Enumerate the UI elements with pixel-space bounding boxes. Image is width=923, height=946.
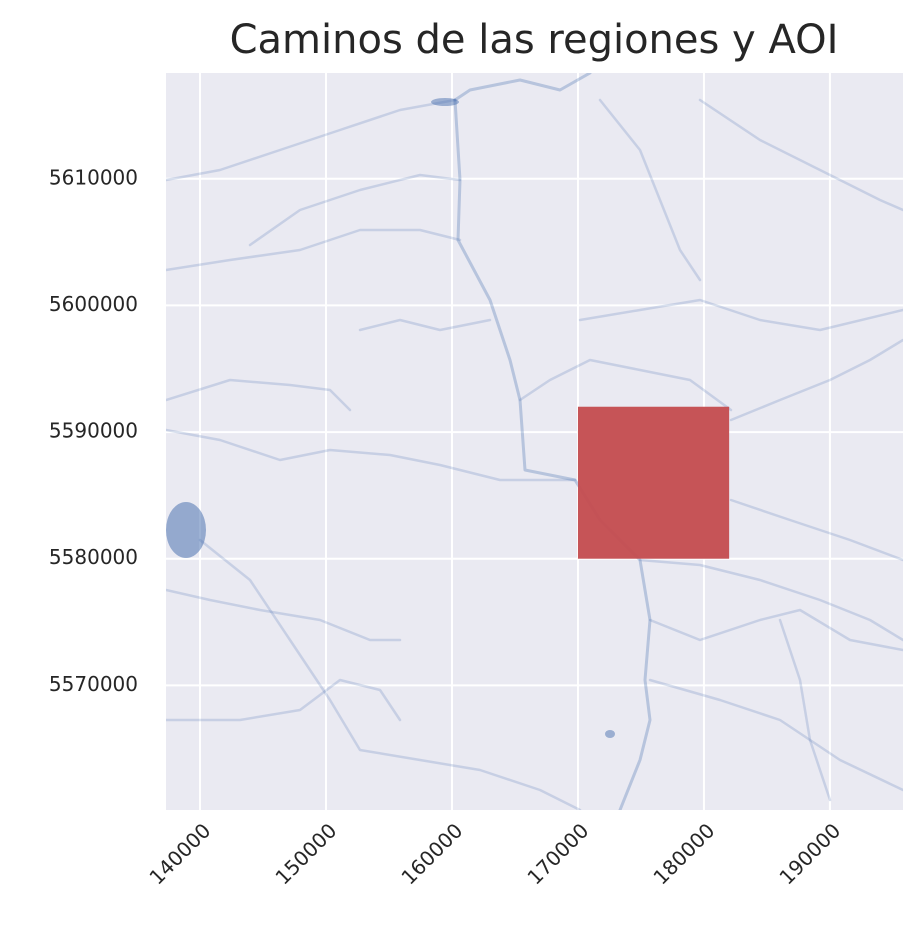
road xyxy=(453,73,592,102)
road xyxy=(166,98,457,182)
road xyxy=(698,98,903,212)
road xyxy=(166,678,402,722)
road xyxy=(453,98,652,810)
town xyxy=(605,730,615,738)
x-tick-label: 150000 xyxy=(270,818,341,889)
y-tick-label: 5570000 xyxy=(49,672,138,696)
road xyxy=(729,498,903,562)
x-tick-label: 160000 xyxy=(396,818,467,889)
road xyxy=(518,358,733,412)
road xyxy=(598,98,702,282)
y-tick-label: 5590000 xyxy=(49,419,138,443)
road xyxy=(358,318,492,332)
road xyxy=(248,173,462,247)
road xyxy=(648,608,903,652)
road xyxy=(729,338,903,422)
road xyxy=(648,678,903,792)
road xyxy=(638,558,903,642)
plot-background xyxy=(166,73,903,810)
x-tick-label: 190000 xyxy=(774,818,845,889)
x-tick-label: 140000 xyxy=(144,818,215,889)
y-tick-label: 5610000 xyxy=(49,165,138,189)
road xyxy=(166,228,462,272)
city xyxy=(166,502,206,558)
x-tick-label: 180000 xyxy=(648,818,719,889)
town xyxy=(431,98,459,106)
y-tick-label: 5580000 xyxy=(49,545,138,569)
marks xyxy=(577,406,730,559)
road xyxy=(778,618,832,802)
y-tick-label: 5600000 xyxy=(49,292,138,316)
roads xyxy=(166,73,903,810)
road xyxy=(166,588,402,642)
aoi xyxy=(577,406,730,559)
road xyxy=(166,428,577,482)
chart-title: Caminos de las regiones y AOI xyxy=(230,17,839,63)
x-tick-label: 170000 xyxy=(522,818,593,889)
road xyxy=(198,538,582,810)
road xyxy=(166,378,352,412)
road xyxy=(578,298,903,332)
